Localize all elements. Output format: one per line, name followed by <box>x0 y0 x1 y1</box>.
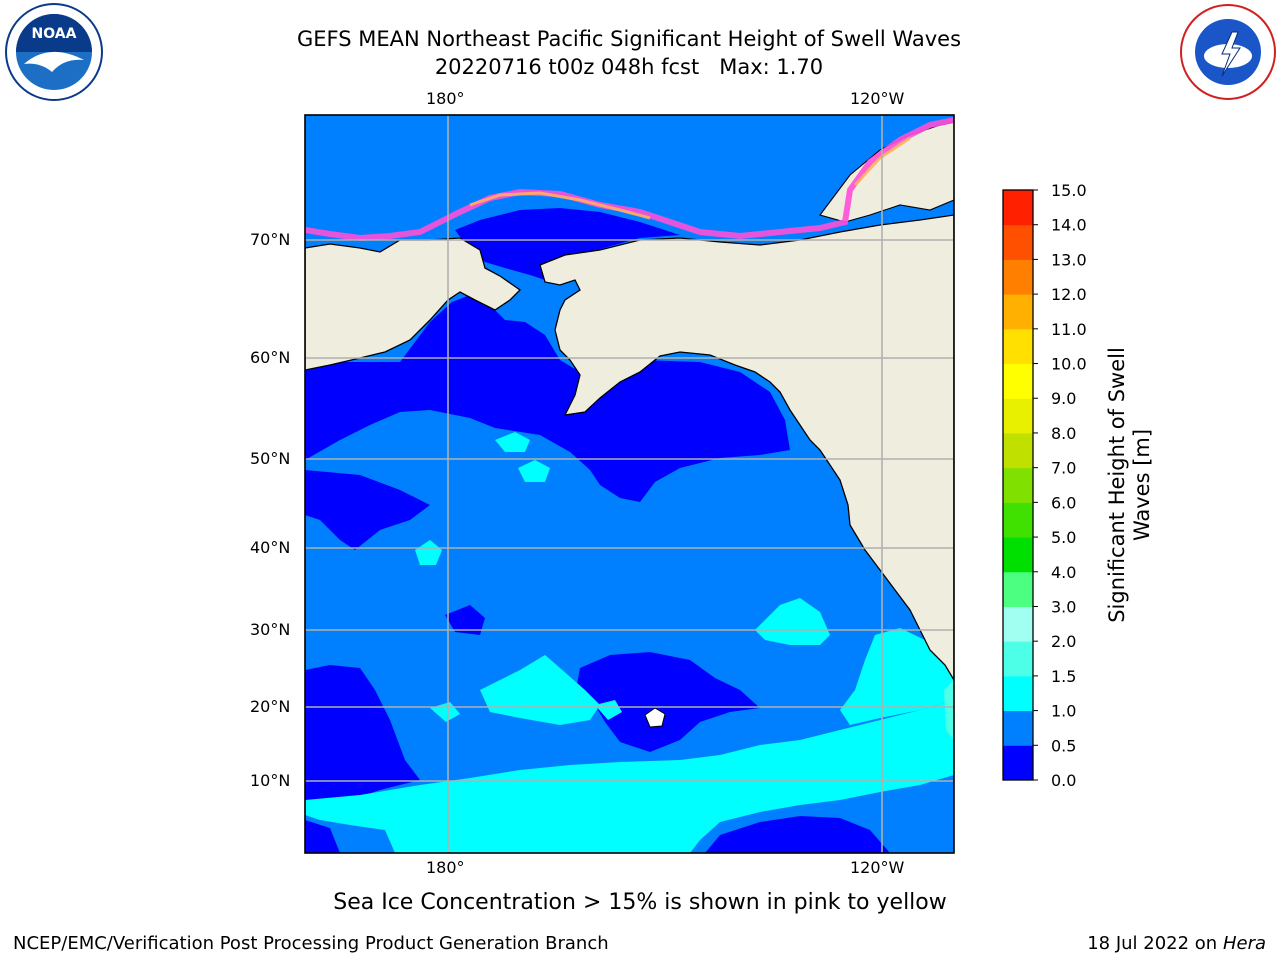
lon-tick-bottom-180: 180° <box>426 858 465 877</box>
deep-swell-region-north <box>305 295 790 502</box>
sea-ice-edge <box>305 117 954 242</box>
national-weather-service-logo-icon <box>1178 2 1278 102</box>
moderate-swell-patch-3 <box>415 540 442 565</box>
lon-tick-top-120w: 120°W <box>850 89 905 108</box>
colorbar-bin <box>1003 328 1033 365</box>
colorbar-title: Significant Height of Swell Waves [m] <box>1104 347 1154 623</box>
colorbar-bin <box>1003 745 1033 781</box>
colorbar-bin <box>1003 363 1033 399</box>
land-arctic-islands <box>819 121 954 223</box>
colorbar-tick-label: 1.5 <box>1051 667 1076 686</box>
lat-tick-30n: 30°N <box>250 620 291 639</box>
colorbar-bin <box>1003 190 1033 226</box>
colorbar-bin <box>1003 675 1033 712</box>
colorbar-tick-label: 1.0 <box>1051 702 1076 721</box>
colorbar-tick-label: 2.0 <box>1051 632 1076 651</box>
moderate-swell-east <box>840 628 954 725</box>
colorbar-tick-label: 15.0 <box>1051 181 1087 200</box>
deep-swell-region-south <box>705 816 890 853</box>
footer-credit: NCEP/EMC/Verification Post Processing Pr… <box>13 933 609 954</box>
colorbar-bin <box>1003 259 1033 295</box>
moderate-swell-patch-4 <box>595 700 622 720</box>
colorbar-tick-label: 0.5 <box>1051 736 1076 755</box>
noaa-logo-icon: NOAA <box>4 2 104 102</box>
lat-tick-20n: 20°N <box>250 697 291 716</box>
sea-ice-caption: Sea Ice Concentration > 15% is shown in … <box>333 890 947 915</box>
deep-swell-region-hawaii <box>575 652 760 752</box>
deep-swell-region-southwest <box>305 665 420 810</box>
lon-tick-top-180: 180° <box>426 89 465 108</box>
deep-swell-region-west <box>305 470 430 550</box>
deep-swell-region-small <box>445 605 485 635</box>
colorbar-tick-label: 13.0 <box>1051 250 1087 269</box>
colorbar-bin <box>1003 432 1033 469</box>
colorbar-tick-label: 8.0 <box>1051 424 1076 443</box>
colorbar-bin <box>1003 294 1033 330</box>
svg-text:NOAA: NOAA <box>32 26 77 42</box>
map-frame <box>304 114 955 854</box>
colorbar-bin <box>1003 398 1033 434</box>
colorbar-bin <box>1003 467 1033 503</box>
colorbar-bin <box>1003 502 1033 538</box>
lat-tick-40n: 40°N <box>250 538 291 557</box>
map-area <box>305 115 954 853</box>
land-siberia <box>305 237 522 371</box>
colorbar-tick-label: 3.0 <box>1051 597 1076 616</box>
colorbar-bin <box>1003 537 1033 573</box>
colorbar-tick-label: 9.0 <box>1051 389 1076 408</box>
moderate-swell-patch-1 <box>495 432 530 452</box>
lat-tick-70n: 70°N <box>250 230 291 249</box>
colorbar-bin <box>1003 224 1033 260</box>
moderate-swell-patch-2 <box>518 460 550 482</box>
lat-tick-10n: 10°N <box>250 771 291 790</box>
lat-tick-60n: 60°N <box>250 348 291 367</box>
chart-title: GEFS MEAN Northeast Pacific Significant … <box>296 27 962 51</box>
colorbar-tick-label: 5.0 <box>1051 528 1076 547</box>
chart-subtitle: 20220716 t00z 048h fcst Max: 1.70 <box>434 55 824 79</box>
colorbar-tick-label: 0.0 <box>1051 771 1076 790</box>
colorbar-tick-label: 7.0 <box>1051 459 1076 478</box>
colorbar: 0.0 0.5 1.0 1.5 2.0 3.0 4.0 5.0 6.0 7.0 8.0 9.0 10.0… <box>1002 181 1087 790</box>
moderate-swell-mid-east <box>755 598 830 645</box>
colorbar-bin <box>1003 641 1033 677</box>
lon-tick-bottom-120w: 120°W <box>850 858 905 877</box>
moderate-swell-south-band <box>305 700 954 853</box>
higher-swell-edge <box>944 680 954 740</box>
colorbar-tick-label: 12.0 <box>1051 285 1087 304</box>
sea-ice-core <box>469 136 911 220</box>
lat-tick-50n: 50°N <box>250 449 291 468</box>
footer-host: Hera <box>1222 933 1266 954</box>
colorbar-tick-label: 4.0 <box>1051 563 1076 582</box>
colorbar-tick-label: 6.0 <box>1051 493 1076 512</box>
colorbar-tick-label: 11.0 <box>1051 320 1087 339</box>
colorbar-bin <box>1003 571 1033 607</box>
colorbar-tick-label: 10.0 <box>1051 355 1087 374</box>
land-alaska-canada-usa <box>539 214 954 682</box>
footer-date: 18 Jul 2022 on Hera <box>1087 933 1266 954</box>
deep-swell-region-bering <box>455 208 680 280</box>
colorbar-frame <box>1002 189 1034 781</box>
deep-swell-region-sw-corner <box>305 820 340 853</box>
graticule <box>305 115 954 853</box>
colorbar-bin <box>1003 710 1033 746</box>
footer-date-prefix: 18 Jul 2022 on <box>1087 933 1223 954</box>
land-hawaii <box>644 707 666 728</box>
colorbar-tick-label: 14.0 <box>1051 216 1087 235</box>
colorbar-bin <box>1003 606 1033 642</box>
